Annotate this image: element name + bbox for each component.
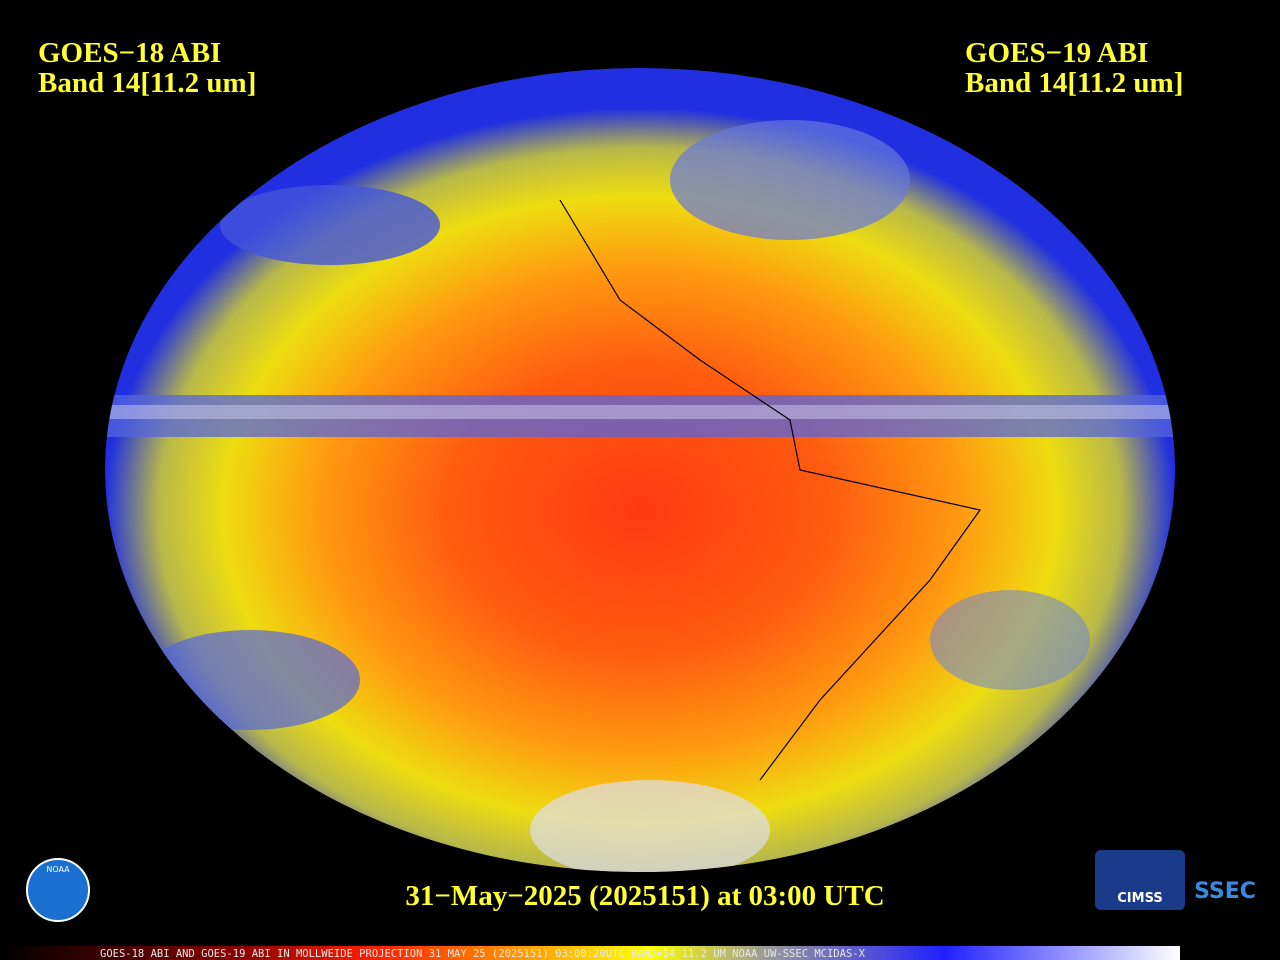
timestamp: 31−May−2025 (2025151) at 03:00 UTC	[405, 880, 884, 912]
globe	[105, 68, 1175, 872]
noaa-label: NOAA	[46, 865, 70, 874]
noaa-logo	[26, 858, 90, 922]
right-satellite: GOES−19 ABI	[965, 37, 1148, 69]
cimss-logo	[1095, 850, 1185, 910]
ssec-label: SSEC	[1194, 879, 1256, 904]
color-scale	[0, 946, 1180, 960]
footer: GOES-18 ABI AND GOES-19 ABI IN MOLLWEIDE…	[100, 948, 866, 960]
left-satellite: GOES−18 ABI	[38, 37, 221, 69]
right-band: Band 14[11.2 um]	[965, 67, 1183, 99]
left-band: Band 14[11.2 um]	[38, 67, 256, 99]
cimss-label: CIMSS	[1117, 891, 1162, 906]
